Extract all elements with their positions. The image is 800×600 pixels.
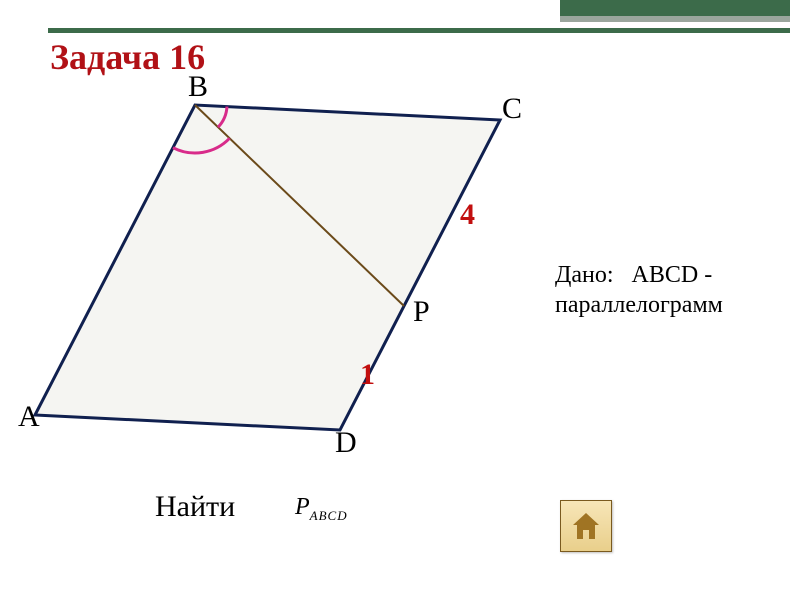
slide: Задача 16 A B C D P 4 1 Дано: ABCD - пар… <box>0 0 800 600</box>
parallelogram <box>35 105 500 430</box>
vertex-label-d: D <box>335 426 357 460</box>
given-label: Дано: <box>555 262 614 288</box>
vertex-label-b: B <box>188 70 208 104</box>
home-button[interactable] <box>560 500 612 552</box>
vertex-label-c: C <box>502 92 522 126</box>
segment-value-cp: 4 <box>460 198 475 232</box>
geometry-figure <box>0 0 560 480</box>
home-icon <box>569 509 603 543</box>
perimeter-symbol: P <box>295 494 310 520</box>
segment-value-pd: 1 <box>360 358 375 392</box>
perimeter-subscript: ABCD <box>310 508 348 523</box>
point-label-p: P <box>413 295 430 329</box>
decor-shadow <box>560 16 790 22</box>
find-expression: PABCD <box>295 494 348 524</box>
given-text: Дано: ABCD - параллелограмм <box>555 260 780 320</box>
vertex-label-a: A <box>18 400 40 434</box>
decor-top-bar <box>560 0 790 16</box>
find-label: Найти <box>155 490 235 524</box>
